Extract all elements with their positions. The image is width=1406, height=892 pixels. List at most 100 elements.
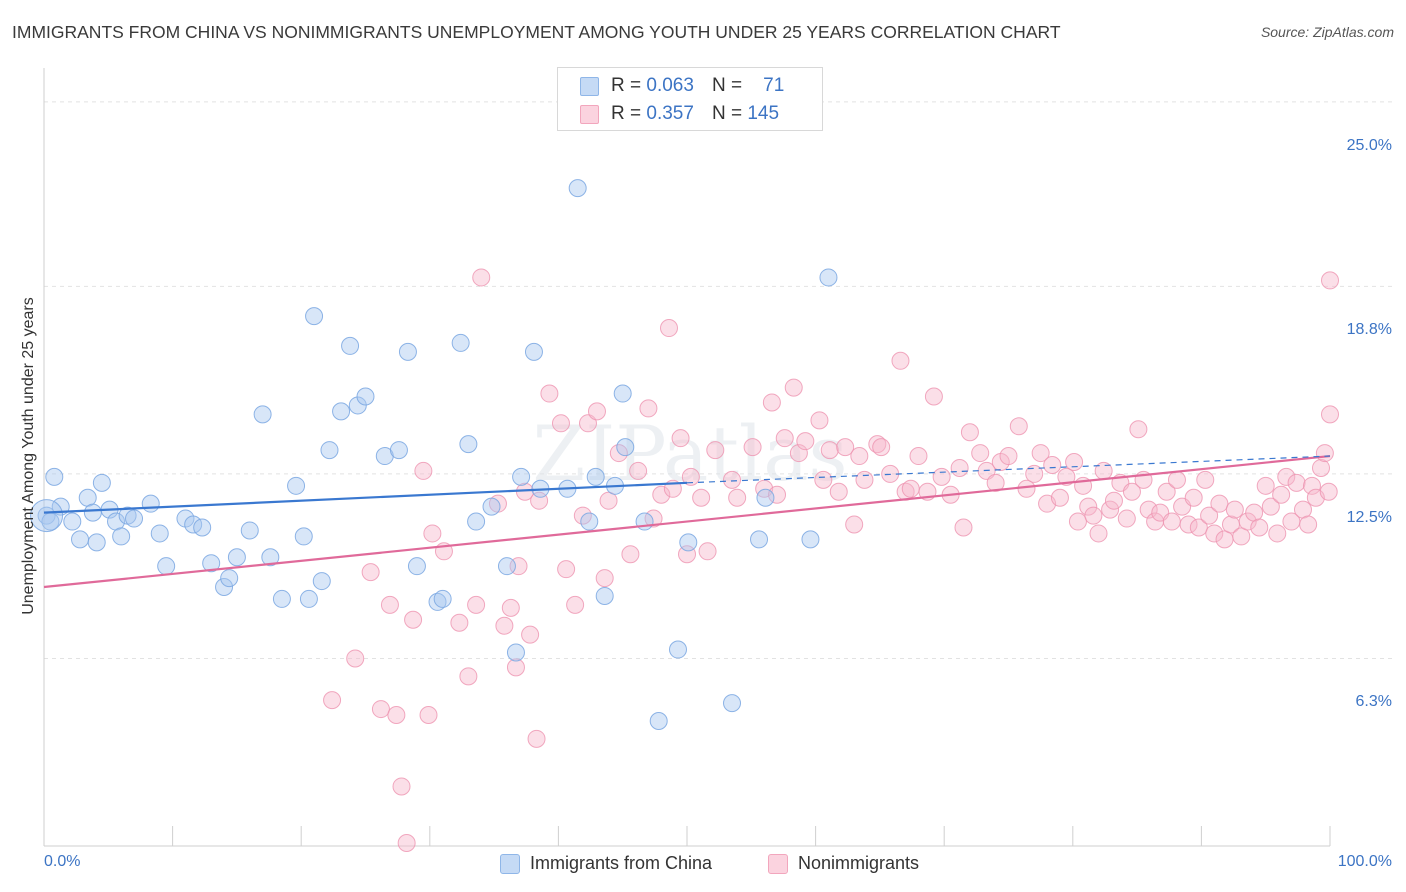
data-point-nonimmigrants <box>1299 515 1318 534</box>
data-point-nonimmigrants <box>1139 500 1158 519</box>
data-point-immigrants-from-china <box>750 530 769 549</box>
data-point-nonimmigrants <box>681 467 700 486</box>
data-point-nonimmigrants <box>1238 512 1257 531</box>
data-point-immigrants-from-china <box>261 548 280 567</box>
data-point-immigrants-from-china <box>756 488 775 507</box>
data-point-immigrants-from-china <box>616 438 635 457</box>
data-point-immigrants-from-china <box>83 503 102 522</box>
y-tick-label: 12.5% <box>1346 508 1392 526</box>
data-point-nonimmigrants <box>1084 506 1103 525</box>
data-point-nonimmigrants <box>1311 458 1330 477</box>
y-tick-label: 18.8% <box>1346 321 1392 339</box>
legend-n-value: 71 <box>763 75 785 96</box>
data-point-immigrants-from-china <box>407 557 426 576</box>
data-point-nonimmigrants <box>775 429 794 448</box>
legend-item-china: Immigrants from China <box>500 853 712 874</box>
data-point-immigrants-from-china <box>524 342 543 361</box>
legend-label: Nonimmigrants <box>798 853 920 873</box>
data-point-immigrants-from-china <box>202 554 221 573</box>
data-point-nonimmigrants <box>659 319 678 338</box>
data-point-nonimmigrants <box>1050 488 1069 507</box>
data-point-nonimmigrants <box>392 777 411 796</box>
data-point-nonimmigrants <box>1009 417 1028 436</box>
data-point-nonimmigrants <box>361 563 380 582</box>
data-point-nonimmigrants <box>450 613 469 632</box>
data-point-nonimmigrants <box>1225 500 1244 519</box>
data-point-immigrants-from-china <box>356 387 375 406</box>
series-legend: Immigrants from China Nonimmigrants <box>0 851 1406 879</box>
data-point-nonimmigrants <box>371 700 390 719</box>
data-point-immigrants-from-china <box>193 518 212 537</box>
data-point-nonimmigrants <box>1043 455 1062 474</box>
data-point-nonimmigrants <box>986 473 1005 492</box>
data-point-nonimmigrants <box>1268 524 1287 543</box>
data-point-immigrants-from-china <box>272 589 291 608</box>
data-point-nonimmigrants <box>1250 518 1269 537</box>
data-point-nonimmigrants <box>810 411 829 430</box>
data-point-nonimmigrants <box>1184 488 1203 507</box>
trend-line-nonimmigrants <box>43 454 1331 589</box>
data-point-nonimmigrants <box>557 560 576 579</box>
data-point-nonimmigrants <box>566 595 585 614</box>
legend-swatch-nonimmigrants <box>580 104 599 124</box>
data-point-immigrants-from-china <box>157 557 176 576</box>
data-point-nonimmigrants <box>419 706 438 725</box>
data-point-nonimmigrants <box>901 479 920 498</box>
data-point-nonimmigrants <box>924 387 943 406</box>
data-point-nonimmigrants <box>960 423 979 442</box>
data-point-immigrants-from-china <box>482 497 501 516</box>
data-point-immigrants-from-china <box>299 589 318 608</box>
data-point-nonimmigrants <box>872 438 891 457</box>
data-point-nonimmigrants <box>1057 467 1076 486</box>
data-point-immigrants-from-china <box>398 342 417 361</box>
data-point-nonimmigrants <box>1321 271 1339 290</box>
series-immigrants-from-china <box>30 179 838 730</box>
legend-n-label: N = <box>711 75 743 96</box>
data-point-nonimmigrants <box>698 542 717 561</box>
data-point-immigrants-from-china <box>305 307 324 326</box>
data-point-nonimmigrants <box>1031 444 1050 463</box>
data-point-immigrants-from-china <box>586 467 605 486</box>
data-point-nonimmigrants <box>1122 482 1141 501</box>
data-point-nonimmigrants <box>495 616 514 635</box>
data-point-nonimmigrants <box>1256 476 1275 495</box>
data-point-nonimmigrants <box>829 482 848 501</box>
data-point-nonimmigrants <box>472 268 491 287</box>
data-point-nonimmigrants <box>768 485 787 504</box>
data-point-nonimmigrants <box>599 491 618 510</box>
series-nonimmigrants <box>323 268 1339 853</box>
data-point-nonimmigrants <box>1277 467 1296 486</box>
data-point-nonimmigrants <box>1089 524 1108 543</box>
data-point-nonimmigrants <box>814 470 833 489</box>
data-point-nonimmigrants <box>796 432 815 451</box>
x-tick-label-min: 0.0% <box>44 853 81 870</box>
data-point-immigrants-from-china <box>112 527 131 546</box>
data-point-immigrants-from-china <box>341 336 360 355</box>
data-point-nonimmigrants <box>387 706 406 725</box>
data-point-immigrants-from-china <box>580 512 599 531</box>
data-point-immigrants-from-china <box>723 694 742 713</box>
legend-row-nonimmigrants: R = 0.357 N = 145 <box>580 102 779 126</box>
axes <box>43 68 1331 847</box>
data-point-nonimmigrants <box>1157 482 1176 501</box>
data-point-nonimmigrants <box>1179 515 1198 534</box>
data-point-immigrants-from-china <box>227 548 246 567</box>
data-point-nonimmigrants <box>850 447 869 466</box>
data-point-immigrants-from-china <box>71 530 90 549</box>
data-point-immigrants-from-china <box>87 533 106 552</box>
data-point-nonimmigrants <box>1261 497 1280 516</box>
data-point-immigrants-from-china <box>215 578 234 597</box>
data-point-immigrants-from-china <box>679 533 698 552</box>
y-tick-label: 25.0% <box>1346 136 1392 154</box>
data-point-immigrants-from-china <box>253 405 272 424</box>
data-point-immigrants-from-china <box>649 711 668 730</box>
data-point-nonimmigrants <box>1129 420 1148 439</box>
data-point-nonimmigrants <box>1025 464 1044 483</box>
data-point-nonimmigrants <box>789 444 808 463</box>
data-point-nonimmigrants <box>1287 473 1306 492</box>
data-point-nonimmigrants <box>692 488 711 507</box>
data-point-nonimmigrants <box>1065 453 1084 471</box>
data-point-immigrants-from-china <box>433 589 452 608</box>
data-point-nonimmigrants <box>909 447 928 466</box>
